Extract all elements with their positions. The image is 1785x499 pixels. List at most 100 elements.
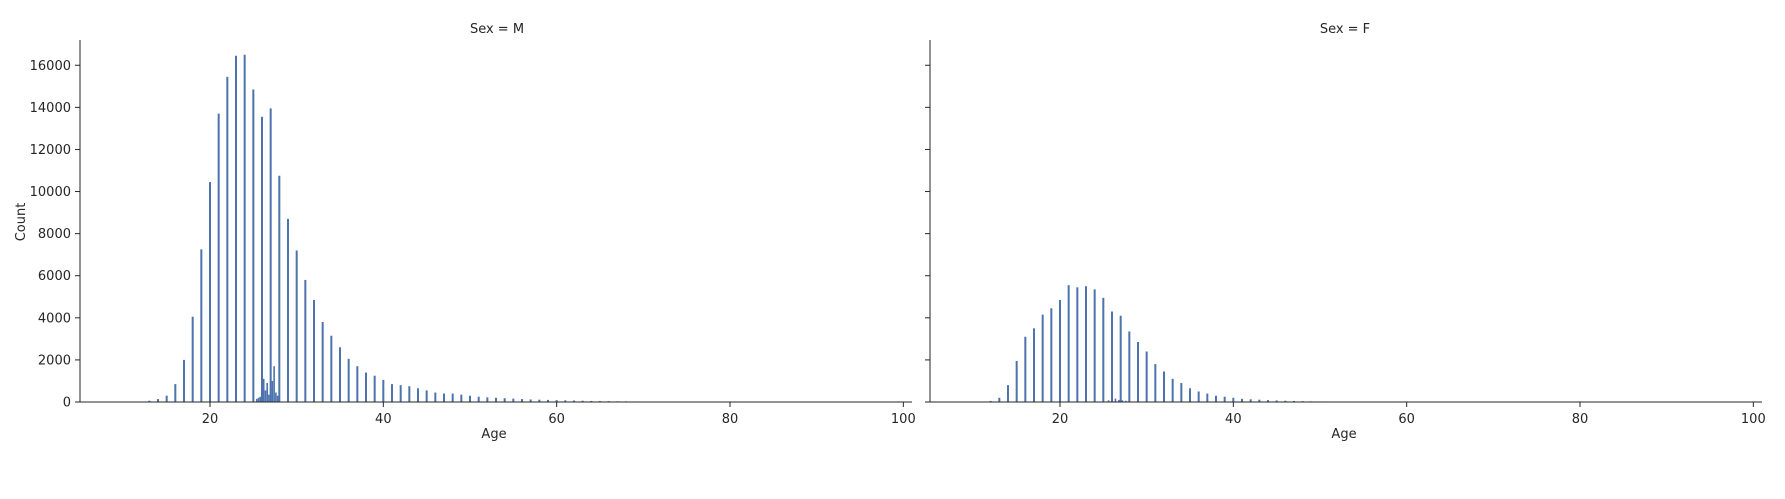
bar-25 <box>365 372 367 402</box>
bar-11 <box>1085 286 1087 402</box>
minor-bar-9 <box>271 380 274 402</box>
bar-16 <box>1128 331 1131 402</box>
bar-0 <box>148 400 151 402</box>
bar-15 <box>278 175 281 402</box>
y-axis-label: Count <box>14 203 29 242</box>
bar-3 <box>174 384 177 402</box>
bar-21 <box>330 335 333 402</box>
bar-27 <box>382 379 385 402</box>
bar-18 <box>304 279 307 402</box>
bar-37 <box>469 395 471 402</box>
minor-bar-1 <box>1111 399 1113 402</box>
bar-5 <box>191 316 194 402</box>
bar-22 <box>339 347 341 402</box>
bar-20 <box>1163 371 1165 402</box>
bars <box>989 285 1347 402</box>
bar-38 <box>477 396 480 402</box>
bar-4 <box>1024 336 1027 402</box>
bar-46 <box>547 399 549 402</box>
x-tick-label: 40 <box>375 412 392 427</box>
minor-bar-4 <box>262 378 265 402</box>
bar-14 <box>1111 311 1113 402</box>
bar-42 <box>512 398 515 402</box>
bar-2 <box>165 395 168 402</box>
bar-13 <box>1102 297 1105 402</box>
bar-7 <box>1050 308 1053 402</box>
y-ticks <box>925 64 930 403</box>
bar-30 <box>1249 399 1252 402</box>
bar-5 <box>1033 328 1035 402</box>
bar-39 <box>486 397 489 402</box>
bar-10 <box>235 55 237 402</box>
bar-51 <box>590 400 593 402</box>
bar-4 <box>183 359 185 402</box>
bar-15 <box>1119 315 1122 402</box>
x-tick-label: 100 <box>1741 412 1766 427</box>
bar-8 <box>1059 299 1061 402</box>
bar-26 <box>1215 395 1217 402</box>
bar-21 <box>1171 378 1174 402</box>
y-tick-label: 4000 <box>38 311 71 326</box>
x-ticks: 20 40 60 80 100 <box>1052 402 1766 427</box>
panel-sex-m: Sex = M 20 40 60 80 100 0 2000 4000 6000 8000 100… <box>14 22 916 442</box>
y-tick-label: 16000 <box>30 59 71 74</box>
y-tick-label: 14000 <box>30 101 71 116</box>
bar-1 <box>157 399 159 402</box>
minor-bar-3 <box>1118 399 1120 402</box>
bar-43 <box>521 399 523 402</box>
bar-33 <box>1275 400 1278 402</box>
bar-8 <box>217 113 220 402</box>
minor-bar-5 <box>1125 400 1127 402</box>
bar-11 <box>243 54 246 402</box>
y-tick-label: 2000 <box>38 353 71 368</box>
x-axis-label: Age <box>481 427 506 442</box>
bar-28 <box>1232 397 1235 402</box>
x-axis-label: Age <box>1331 427 1356 442</box>
bar-34 <box>1284 400 1287 402</box>
x-tick-label: 100 <box>891 412 916 427</box>
minor-bar-1 <box>257 397 260 402</box>
bar-2 <box>1007 385 1009 402</box>
bar-49 <box>573 400 575 402</box>
bars <box>148 54 662 403</box>
bar-12 <box>252 89 255 403</box>
minor-bar-0 <box>256 398 258 402</box>
bar-35 <box>451 393 454 402</box>
bar-26 <box>373 375 376 402</box>
bar-19 <box>1154 364 1157 402</box>
x-tick-label: 80 <box>1572 412 1589 427</box>
panel-title: Sex = M <box>470 22 524 37</box>
bar-19 <box>313 299 315 402</box>
x-tick-label: 20 <box>1052 412 1069 427</box>
bar-50 <box>581 400 584 402</box>
bar-47 <box>555 400 558 402</box>
minor-bar-6 <box>266 383 268 402</box>
minor-bar-10 <box>273 366 275 402</box>
bar-24 <box>1197 391 1200 402</box>
minor-bar-11 <box>275 392 277 402</box>
bar-20 <box>321 322 324 402</box>
y-tick-label: 12000 <box>30 143 71 158</box>
bar-32 <box>1267 400 1269 402</box>
bar-13 <box>261 116 263 402</box>
bar-29 <box>399 385 402 402</box>
bar-27 <box>1223 396 1226 402</box>
panel-sex-f: Sex = F 20 40 60 80 100 Age <box>925 22 1766 442</box>
x-tick-label: 20 <box>202 412 219 427</box>
y-tick-label: 8000 <box>38 227 71 242</box>
bar-30 <box>408 386 411 402</box>
bar-23 <box>347 358 350 402</box>
bar-18 <box>1145 351 1148 402</box>
bar-28 <box>391 384 393 402</box>
bar-17 <box>295 250 298 402</box>
bar-3 <box>1015 360 1018 402</box>
bar-32 <box>425 390 428 402</box>
y-tick-label: 10000 <box>30 185 71 200</box>
bar-41 <box>503 398 506 402</box>
y-ticks: 0 2000 4000 6000 8000 10000 12000 14000 16000 <box>30 59 80 411</box>
x-tick-label: 60 <box>1398 412 1415 427</box>
bar-23 <box>1189 388 1191 402</box>
x-ticks: 20 40 60 80 100 <box>202 402 916 427</box>
bar-6 <box>200 249 203 402</box>
